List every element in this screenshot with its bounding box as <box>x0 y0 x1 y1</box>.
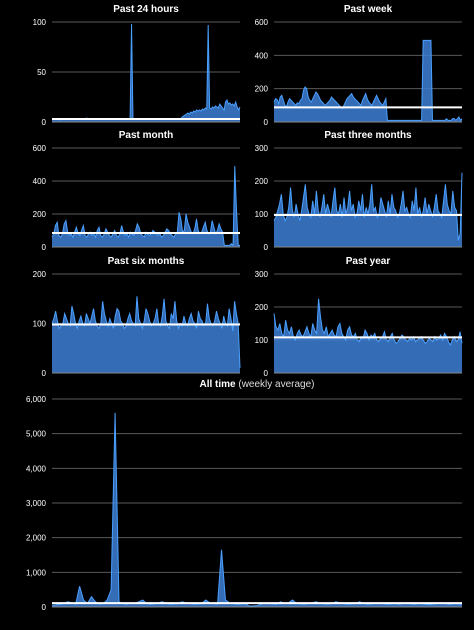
y-tick-label: 0 <box>264 118 269 127</box>
chart-0: 0 50 100 <box>33 18 241 127</box>
chart-5: 0 100 200 300 <box>255 270 463 378</box>
y-tick-label: 600 <box>255 18 269 27</box>
chart-title-text: Past three months <box>324 130 412 141</box>
chart-title-text: Past six months <box>107 256 185 267</box>
y-tick-label: 1,000 <box>26 568 47 577</box>
y-tick-label: 300 <box>255 144 269 153</box>
series-area <box>52 296 240 373</box>
series-area <box>274 298 462 373</box>
y-tick-label: 5,000 <box>26 430 47 439</box>
y-tick-label: 200 <box>255 85 269 94</box>
chart-6: 0 1,000 2,000 3,000 4,000 5,000 6,000 <box>26 395 463 612</box>
y-tick-label: 200 <box>33 210 47 219</box>
y-tick-label: 100 <box>255 210 269 219</box>
y-tick-label: 6,000 <box>26 395 47 404</box>
y-tick-label: 100 <box>33 18 47 27</box>
series-area <box>52 24 240 122</box>
chart-title-text: All time <box>199 379 236 390</box>
chart-subtitle: (weekly average) <box>235 379 315 390</box>
chart-4: 0 100 200 <box>33 270 241 378</box>
chart-title: Past six months <box>52 256 240 267</box>
chart-title: Past week <box>274 4 462 15</box>
y-tick-label: 200 <box>255 303 269 312</box>
chart-title: Past month <box>52 130 240 141</box>
series-area <box>274 40 462 122</box>
series-area <box>52 166 240 247</box>
series-area <box>274 172 462 247</box>
y-tick-label: 200 <box>255 177 269 186</box>
y-tick-label: 400 <box>255 51 269 60</box>
chart-title: All time (weekly average) <box>52 379 462 390</box>
y-tick-label: 600 <box>33 144 47 153</box>
y-tick-label: 0 <box>42 118 47 127</box>
chart-title: Past 24 hours <box>52 4 240 15</box>
y-tick-label: 400 <box>33 177 47 186</box>
chart-title-text: Past year <box>345 256 391 267</box>
y-tick-label: 4,000 <box>26 464 47 473</box>
chart-2: 0 200 400 600 <box>33 144 240 252</box>
chart-3: 0 100 200 300 <box>255 144 463 252</box>
y-tick-label: 200 <box>33 270 47 279</box>
y-tick-label: 2,000 <box>26 534 47 543</box>
chart-title: Past year <box>274 256 462 267</box>
y-tick-label: 0 <box>42 369 47 378</box>
y-tick-label: 50 <box>37 68 46 77</box>
series-line <box>273 39 463 122</box>
y-tick-label: 0 <box>42 603 47 612</box>
y-tick-label: 100 <box>255 336 269 345</box>
chart-title-text: Past week <box>343 4 393 15</box>
chart-1: 0 200 400 600 <box>255 18 463 127</box>
chart-title-text: Past month <box>118 130 174 141</box>
y-tick-label: 100 <box>33 320 47 329</box>
y-tick-label: 300 <box>255 270 269 279</box>
chart-title-text: Past 24 hours <box>113 4 179 15</box>
y-tick-label: 0 <box>264 243 269 252</box>
y-tick-label: 0 <box>264 369 269 378</box>
chart-title: Past three months <box>274 130 462 141</box>
y-tick-label: 0 <box>42 243 47 252</box>
y-tick-label: 3,000 <box>26 499 47 508</box>
